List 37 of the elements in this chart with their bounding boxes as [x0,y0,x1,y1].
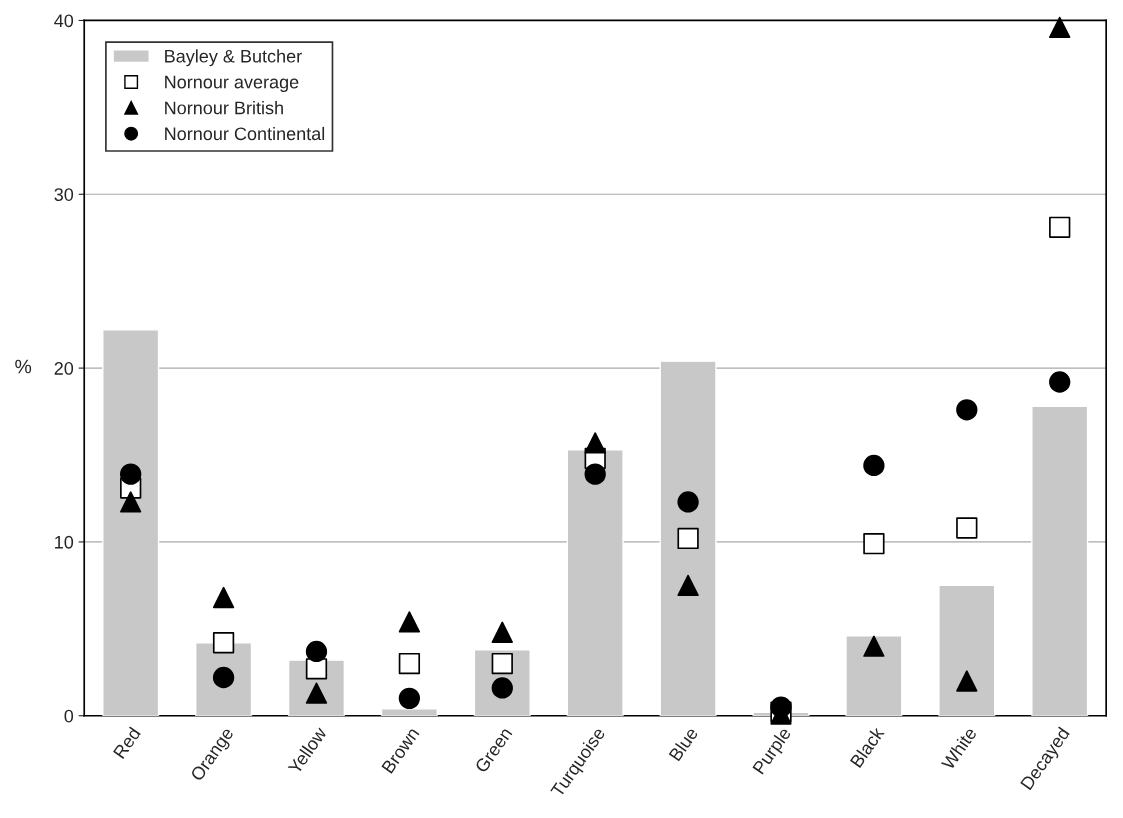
legend-label: Bayley & Butcher [165,49,302,67]
point [863,454,885,477]
bar [566,449,624,716]
point [120,491,142,513]
legend-label: Nornour average [165,75,299,93]
legend-label: Nornour British [165,101,283,115]
point [491,621,513,643]
point [491,652,513,675]
point [120,463,142,485]
point [584,432,606,454]
point [1049,16,1071,39]
y-tick-label: 0 [64,709,74,723]
bar [845,635,903,716]
y-tick-label: 30 [54,188,74,201]
bar [938,584,996,716]
point [956,399,978,421]
point [956,670,978,692]
y-tick-label: 20 [54,362,74,375]
point [677,491,699,513]
y-axis-title: % [15,359,32,374]
point [305,640,328,663]
bar [1031,405,1089,716]
y-tick-label: 40 [54,14,74,28]
point [677,527,699,550]
bar [380,708,438,716]
bar [102,329,160,716]
bar [659,360,717,716]
point [584,463,606,485]
point [1049,371,1071,393]
point [677,574,699,597]
point [863,635,885,657]
legend-label: Nornour Continental [165,126,325,141]
y-tick-label: 10 [55,535,74,549]
point [398,611,421,633]
point [212,632,235,654]
point [398,687,421,710]
point [212,586,235,609]
